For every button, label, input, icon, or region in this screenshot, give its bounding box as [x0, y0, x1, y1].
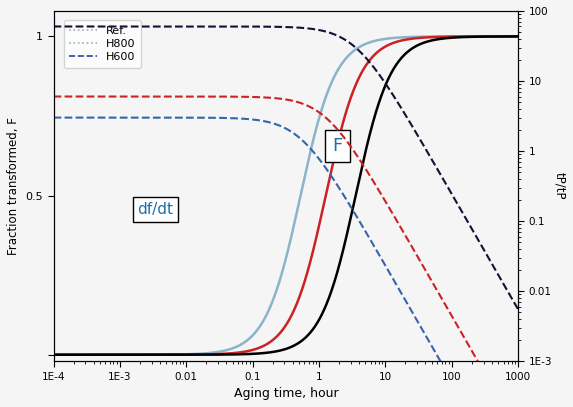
Text: F: F — [332, 137, 343, 155]
Text: df/dt: df/dt — [137, 202, 173, 217]
Legend: Ref., H800, H600: Ref., H800, H600 — [64, 20, 141, 68]
X-axis label: Aging time, hour: Aging time, hour — [234, 387, 338, 400]
Y-axis label: tP/tP: tP/tP — [553, 172, 566, 200]
Y-axis label: Fraction transformed, F: Fraction transformed, F — [7, 117, 20, 255]
